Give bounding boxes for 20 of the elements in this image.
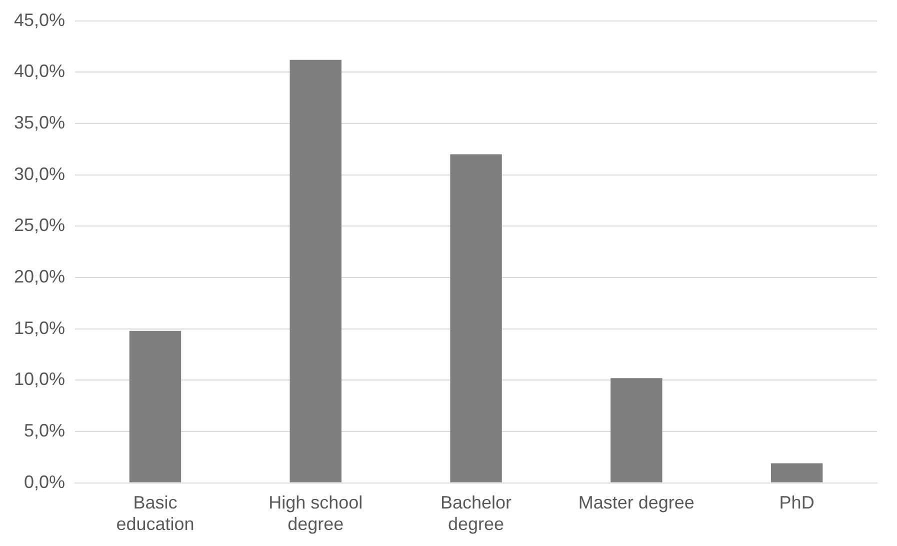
y-tick-label: 35,0% xyxy=(14,112,66,132)
x-tick-label: Bachelor degree xyxy=(440,492,512,534)
y-tick-label: 0,0% xyxy=(24,472,66,492)
y-tick-label: 10,0% xyxy=(14,369,66,390)
x-tick-label: High school degree xyxy=(268,492,363,534)
bar xyxy=(290,60,342,482)
y-tick-label: 20,0% xyxy=(14,266,66,286)
bar xyxy=(129,330,182,482)
y-tick-label: 45,0% xyxy=(14,10,66,30)
bar xyxy=(610,378,662,482)
y-tick-label: 30,0% xyxy=(14,164,66,184)
x-tick-label: Master degree xyxy=(578,492,694,513)
y-tick-label: 15,0% xyxy=(14,318,66,338)
x-tick-label: Basic education xyxy=(116,492,194,534)
bar xyxy=(450,154,502,482)
y-tick-label: 5,0% xyxy=(24,420,66,440)
y-tick-label: 25,0% xyxy=(14,215,66,236)
bar xyxy=(770,463,823,482)
y-tick-label: 40,0% xyxy=(14,61,66,82)
x-tick-label: PhD xyxy=(779,492,814,513)
